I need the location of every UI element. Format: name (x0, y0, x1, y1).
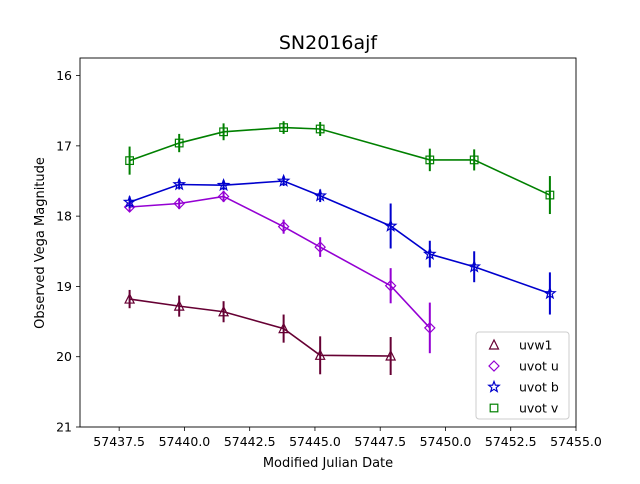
x-tick-label: 57452.5 (485, 434, 537, 449)
plot-area: 57437.5 57440.0 57442.5 57445.0 57447.5 57450… (56, 57, 602, 449)
legend-label: uvw1 (519, 338, 553, 353)
y-tick-label: 20 (56, 349, 72, 364)
data-point (545, 190, 555, 200)
data-point-shape (216, 177, 231, 192)
legend-label: uvot b (519, 380, 559, 395)
data-point-shape (219, 127, 228, 137)
data-point (124, 292, 136, 304)
data-point (172, 177, 187, 191)
y-tick-label: 16 (56, 68, 72, 83)
data-point (425, 155, 435, 165)
data-point (278, 322, 290, 334)
data-point (217, 190, 230, 203)
legend-marker (488, 338, 500, 350)
legend-marker (488, 360, 500, 372)
data-point (383, 218, 398, 232)
x-tick-label: 57440.0 (159, 434, 211, 449)
data-point-shape (469, 155, 479, 165)
x-tick-label: 57442.5 (224, 434, 276, 449)
legend-marker-shape (487, 379, 501, 393)
data-point (384, 279, 397, 292)
data-point-shape (124, 292, 136, 304)
data-point (423, 322, 436, 334)
x-tick-label: 57445.0 (289, 434, 341, 449)
data-point (543, 286, 557, 300)
y-axis-label: Observed Vega Magnitude (33, 157, 48, 329)
data-point (216, 177, 231, 192)
data-point-shape (423, 322, 436, 334)
x-tick-label: 57455.0 (550, 434, 602, 449)
data-point-shape (217, 190, 230, 203)
y-tick-label: 21 (56, 420, 72, 435)
data-point (276, 173, 291, 187)
data-point (467, 259, 482, 273)
data-point-shape (174, 138, 184, 148)
data-point (174, 138, 184, 148)
legend-marker-shape (488, 360, 500, 372)
x-tick-label: 57447.5 (354, 434, 406, 449)
y-tick-label: 18 (56, 209, 72, 224)
legend-box (475, 331, 570, 420)
data-point-shape (218, 305, 230, 317)
x-axis-label: Modified Julian Date (263, 456, 393, 471)
data-point (422, 246, 437, 260)
data-point (219, 127, 228, 137)
data-point-shape (545, 190, 555, 200)
data-point-shape (385, 349, 397, 361)
data-point-shape (173, 197, 186, 210)
data-point-shape (173, 299, 185, 311)
legend-label: uvot v (519, 401, 559, 416)
data-point (218, 305, 230, 317)
data-point-shape (384, 279, 397, 292)
y-tick-label: 19 (56, 279, 72, 294)
data-point (385, 349, 397, 361)
data-point-shape (425, 155, 435, 165)
x-tick-label: 57450.0 (420, 434, 472, 449)
data-point-shape (122, 194, 137, 208)
legend-marker (487, 379, 501, 393)
data-point (122, 194, 137, 208)
data-point-shape (543, 286, 557, 300)
series-uvw1 (124, 289, 397, 375)
chart-title: SN2016ajf (279, 32, 379, 54)
series-uvot-b (122, 173, 557, 315)
data-point-shape (276, 173, 291, 187)
y-tick-label: 17 (56, 138, 72, 153)
data-point-shape (467, 259, 482, 273)
data-point (279, 123, 289, 132)
series-uvot-v (125, 121, 555, 215)
series-line (129, 298, 391, 357)
legend-marker-shape (488, 338, 500, 350)
data-point-shape (313, 188, 328, 202)
legend-marker-shape (489, 403, 499, 413)
data-point-shape (279, 123, 289, 132)
data-point-shape (383, 218, 398, 232)
data-point (315, 124, 325, 134)
data-point (125, 156, 135, 166)
data-point (173, 197, 186, 210)
data-point-shape (278, 322, 290, 334)
data-point (173, 299, 185, 311)
data-point (277, 220, 290, 233)
data-point (313, 188, 328, 202)
data-point-shape (314, 348, 326, 360)
series-line (129, 126, 551, 196)
data-point (314, 348, 326, 360)
legend-marker (489, 403, 499, 413)
data-point (314, 241, 327, 253)
data-point-shape (125, 156, 135, 166)
legend: uvw1 uvot u uvot b uvot v (475, 331, 570, 420)
data-point-shape (277, 220, 290, 233)
data-point (469, 155, 479, 165)
legend-label: uvot u (519, 359, 559, 374)
x-tick-label: 57437.5 (93, 434, 145, 449)
data-point-shape (172, 177, 187, 191)
data-point-shape (314, 241, 327, 253)
axes-frame (79, 57, 577, 428)
data-point-shape (315, 124, 325, 134)
data-point-shape (422, 246, 437, 260)
